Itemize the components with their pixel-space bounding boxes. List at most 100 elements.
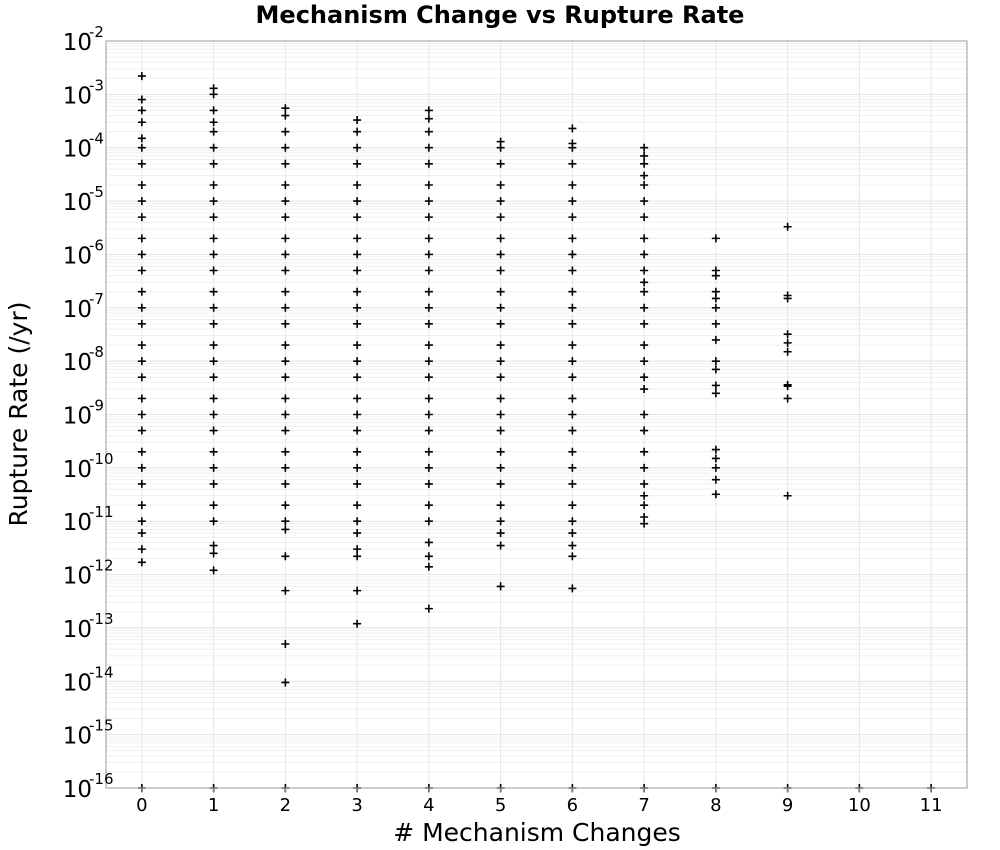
data-point bbox=[281, 410, 290, 419]
data-point bbox=[568, 197, 577, 206]
data-point bbox=[424, 114, 433, 123]
data-point bbox=[640, 143, 649, 152]
data-point bbox=[496, 266, 505, 275]
data-point bbox=[568, 159, 577, 168]
data-point bbox=[281, 479, 290, 488]
data-point bbox=[353, 394, 362, 403]
data-point bbox=[137, 95, 146, 104]
data-point bbox=[568, 234, 577, 243]
data-point bbox=[640, 385, 649, 394]
data-point bbox=[353, 303, 362, 312]
data-point bbox=[496, 541, 505, 550]
data-point bbox=[496, 479, 505, 488]
data-point bbox=[353, 552, 362, 561]
data-point bbox=[711, 319, 720, 328]
x-axis-label: # Mechanism Changes bbox=[393, 818, 681, 847]
data-point bbox=[281, 319, 290, 328]
data-point bbox=[640, 266, 649, 275]
data-point bbox=[209, 341, 218, 350]
data-point bbox=[209, 566, 218, 575]
data-point bbox=[640, 197, 649, 206]
data-point bbox=[783, 382, 792, 391]
data-point bbox=[568, 181, 577, 190]
data-point bbox=[568, 394, 577, 403]
data-point bbox=[424, 319, 433, 328]
data-point bbox=[209, 410, 218, 419]
data-point bbox=[137, 410, 146, 419]
data-point bbox=[424, 463, 433, 472]
data-point bbox=[568, 303, 577, 312]
data-point bbox=[496, 287, 505, 296]
data-point bbox=[353, 357, 362, 366]
y-tick-label: 10 bbox=[63, 30, 92, 56]
data-point bbox=[711, 463, 720, 472]
data-point bbox=[137, 181, 146, 190]
data-point bbox=[496, 213, 505, 222]
data-point bbox=[209, 90, 218, 99]
data-point bbox=[496, 250, 505, 259]
data-point bbox=[137, 426, 146, 435]
data-point bbox=[640, 159, 649, 168]
data-point bbox=[711, 454, 720, 463]
y-tick-label: 10 bbox=[63, 564, 92, 590]
data-point bbox=[568, 529, 577, 538]
data-point bbox=[568, 266, 577, 275]
data-point bbox=[783, 491, 792, 500]
data-point bbox=[424, 538, 433, 547]
data-point bbox=[496, 181, 505, 190]
data-point bbox=[711, 445, 720, 454]
y-tick-exponent: -14 bbox=[89, 663, 114, 681]
data-point bbox=[568, 584, 577, 593]
data-point bbox=[640, 410, 649, 419]
data-points bbox=[137, 72, 936, 792]
data-point bbox=[424, 552, 433, 561]
data-point bbox=[424, 303, 433, 312]
data-point bbox=[568, 517, 577, 526]
y-tick-exponent: -6 bbox=[89, 236, 104, 254]
data-point bbox=[640, 426, 649, 435]
data-point bbox=[496, 303, 505, 312]
data-point bbox=[281, 213, 290, 222]
data-point bbox=[281, 303, 290, 312]
y-tick-label: 10 bbox=[63, 617, 92, 643]
y-tick-label: 10 bbox=[63, 83, 92, 109]
data-point bbox=[568, 319, 577, 328]
data-point bbox=[711, 389, 720, 398]
data-point bbox=[209, 426, 218, 435]
data-point bbox=[496, 447, 505, 456]
data-point bbox=[281, 463, 290, 472]
data-point bbox=[209, 319, 218, 328]
data-point bbox=[711, 490, 720, 499]
data-point bbox=[281, 341, 290, 350]
data-point bbox=[353, 287, 362, 296]
data-point bbox=[640, 287, 649, 296]
data-point bbox=[353, 181, 362, 190]
data-point bbox=[424, 250, 433, 259]
data-point bbox=[209, 303, 218, 312]
data-point bbox=[353, 197, 362, 206]
data-point bbox=[640, 171, 649, 180]
data-point bbox=[209, 266, 218, 275]
data-point bbox=[209, 159, 218, 168]
data-point bbox=[281, 639, 290, 648]
data-point bbox=[353, 463, 362, 472]
data-point bbox=[137, 517, 146, 526]
x-tick-label: 8 bbox=[710, 795, 721, 816]
data-point bbox=[209, 394, 218, 403]
data-point bbox=[209, 118, 218, 127]
y-tick-exponent: -8 bbox=[89, 343, 104, 361]
data-point bbox=[281, 517, 290, 526]
data-point bbox=[568, 250, 577, 259]
data-point bbox=[353, 447, 362, 456]
data-point bbox=[353, 426, 362, 435]
x-tick-label: 5 bbox=[495, 795, 506, 816]
y-tick-label: 10 bbox=[63, 457, 92, 483]
y-tick-exponent: -3 bbox=[89, 76, 104, 94]
data-point bbox=[137, 213, 146, 222]
data-point bbox=[640, 250, 649, 259]
data-point bbox=[209, 287, 218, 296]
data-point bbox=[137, 266, 146, 275]
data-point bbox=[209, 106, 218, 115]
data-point bbox=[353, 619, 362, 628]
